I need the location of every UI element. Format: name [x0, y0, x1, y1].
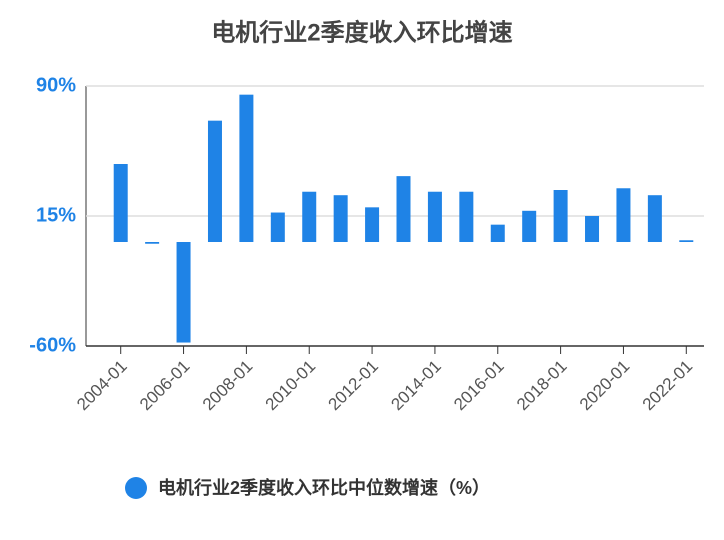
x-tick-label: 2004-01	[73, 357, 131, 415]
x-tick-label: 2008-01	[199, 357, 257, 415]
bar	[647, 195, 662, 242]
bar	[679, 240, 694, 242]
x-tick-label: 2012-01	[325, 357, 383, 415]
bar	[522, 210, 537, 242]
x-tick-label: 2022-01	[639, 357, 697, 415]
bar	[333, 195, 348, 242]
bar	[459, 191, 474, 242]
bar	[113, 164, 128, 242]
bar	[145, 242, 160, 244]
x-tick-label: 2020-01	[576, 357, 634, 415]
x-tick-label: 2018-01	[513, 357, 571, 415]
bar	[427, 191, 442, 242]
bar	[396, 176, 411, 242]
bar	[239, 94, 254, 243]
x-tick-label: 2016-01	[450, 357, 508, 415]
legend-marker	[125, 477, 147, 499]
chart-title: 电机行业2季度收入环比增速	[211, 18, 512, 46]
bar	[176, 242, 191, 343]
y-tick-label: 90%	[36, 74, 76, 96]
x-tick-label: 2014-01	[387, 357, 445, 415]
bar	[553, 190, 568, 242]
y-tick-label: 15%	[36, 204, 76, 226]
legend-label: 电机行业2季度收入环比中位数增速（%）	[158, 477, 490, 498]
x-tick-label: 2006-01	[136, 357, 194, 415]
bar	[270, 212, 285, 242]
y-tick-label: -60%	[29, 334, 76, 356]
bar	[207, 120, 222, 242]
bar	[490, 224, 505, 242]
bar	[585, 216, 600, 242]
bar	[616, 188, 631, 242]
bar	[302, 191, 317, 242]
bar	[365, 207, 380, 242]
x-tick-label: 2010-01	[262, 357, 320, 415]
